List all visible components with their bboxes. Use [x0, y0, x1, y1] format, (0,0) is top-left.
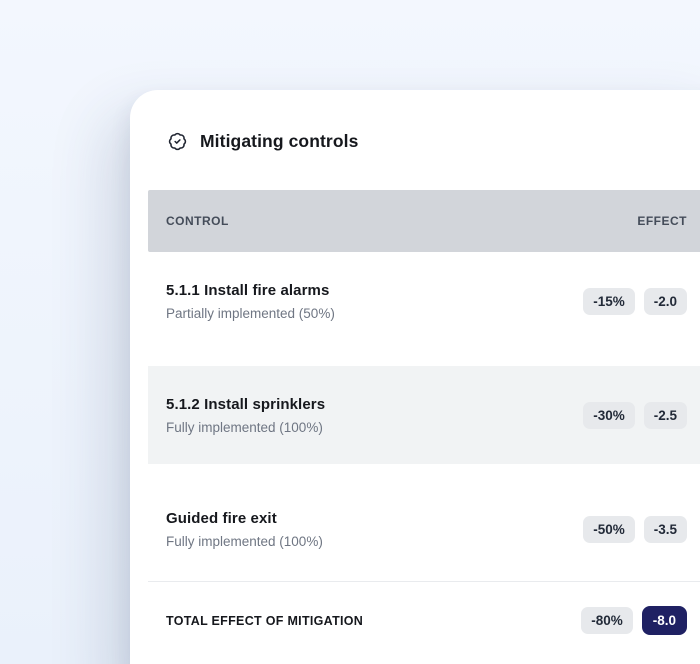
total-row: TOTAL EFFECT OF MITIGATION -80% -8.0	[148, 582, 700, 659]
badge-check-icon	[168, 132, 187, 151]
card-header: Mitigating controls	[168, 130, 687, 152]
table-header-row: CONTROL EFFECT	[148, 190, 700, 252]
control-status: Partially implemented (50%)	[166, 305, 335, 321]
effect-badges: -15% -2.0	[583, 287, 687, 315]
column-header-effect: EFFECT	[637, 214, 687, 228]
effect-value-badge: -2.0	[643, 287, 687, 315]
control-name: 5.1.2 Install sprinklers	[166, 395, 326, 413]
effect-percent-badge: -15%	[583, 287, 635, 315]
card-title: Mitigating controls	[200, 130, 359, 151]
effect-percent-badge: -50%	[583, 515, 635, 543]
control-row: 5.1.2 Install sprinklers Fully implement…	[148, 366, 700, 464]
effect-badges: -30% -2.5	[583, 401, 687, 429]
column-header-control: CONTROL	[166, 214, 229, 228]
control-row-text: 5.1.1 Install fire alarms Partially impl…	[166, 282, 335, 321]
table-body: 5.1.1 Install fire alarms Partially impl…	[148, 252, 700, 578]
effect-value-badge: -2.5	[643, 401, 687, 429]
control-name: Guided fire exit	[166, 509, 277, 527]
control-status: Fully implemented (100%)	[166, 533, 323, 549]
total-label: TOTAL EFFECT OF MITIGATION	[166, 613, 364, 628]
control-name: 5.1.1 Install fire alarms	[166, 281, 330, 299]
total-section: TOTAL EFFECT OF MITIGATION -80% -8.0	[148, 581, 700, 659]
control-row: Guided fire exit Fully implemented (100%…	[148, 480, 700, 578]
total-effect-badges: -80% -8.0	[581, 606, 687, 635]
effect-badges: -50% -3.5	[583, 515, 687, 543]
control-row-text: Guided fire exit Fully implemented (100%…	[166, 510, 323, 549]
mitigating-controls-card: Mitigating controls CONTROL EFFECT 5.1.1…	[130, 90, 700, 664]
effect-percent-badge: -30%	[583, 401, 635, 429]
total-effect-percent-badge: -80%	[581, 607, 633, 634]
control-status: Fully implemented (100%)	[166, 419, 323, 435]
total-effect-value-badge: -8.0	[641, 606, 687, 635]
effect-value-badge: -3.5	[643, 515, 687, 543]
control-row: 5.1.1 Install fire alarms Partially impl…	[148, 252, 700, 350]
control-row-text: 5.1.2 Install sprinklers Fully implement…	[166, 396, 325, 435]
